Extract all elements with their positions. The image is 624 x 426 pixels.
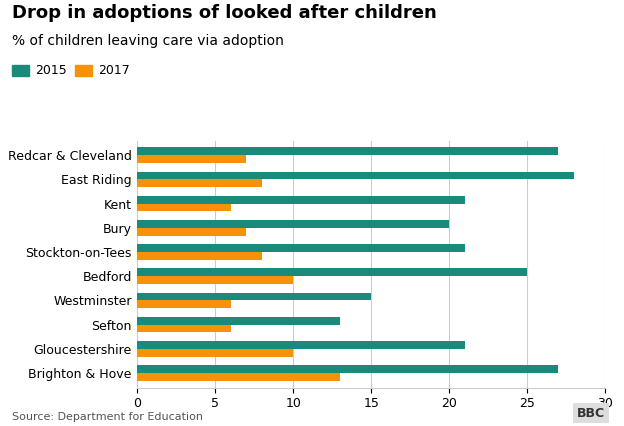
- Bar: [137, 204, 231, 211]
- Text: BBC: BBC: [577, 406, 605, 420]
- Bar: [137, 349, 293, 357]
- Bar: [137, 220, 449, 228]
- Bar: [137, 341, 465, 349]
- Bar: [137, 293, 371, 300]
- Bar: [137, 147, 558, 155]
- Bar: [137, 373, 340, 381]
- Text: % of children leaving care via adoption: % of children leaving care via adoption: [12, 34, 285, 48]
- Bar: [137, 252, 262, 260]
- Bar: [137, 244, 465, 252]
- Bar: [137, 228, 246, 236]
- Bar: [137, 196, 465, 204]
- Text: Source: Department for Education: Source: Department for Education: [12, 412, 203, 422]
- Bar: [137, 366, 558, 373]
- Text: 2017: 2017: [98, 63, 130, 77]
- Bar: [137, 317, 340, 325]
- Bar: [137, 172, 574, 179]
- Bar: [137, 300, 231, 308]
- Bar: [137, 179, 262, 187]
- Bar: [137, 268, 527, 276]
- Bar: [137, 325, 231, 332]
- Bar: [137, 276, 293, 284]
- Text: Drop in adoptions of looked after children: Drop in adoptions of looked after childr…: [12, 4, 437, 22]
- Text: 2015: 2015: [36, 63, 67, 77]
- Bar: [137, 155, 246, 163]
